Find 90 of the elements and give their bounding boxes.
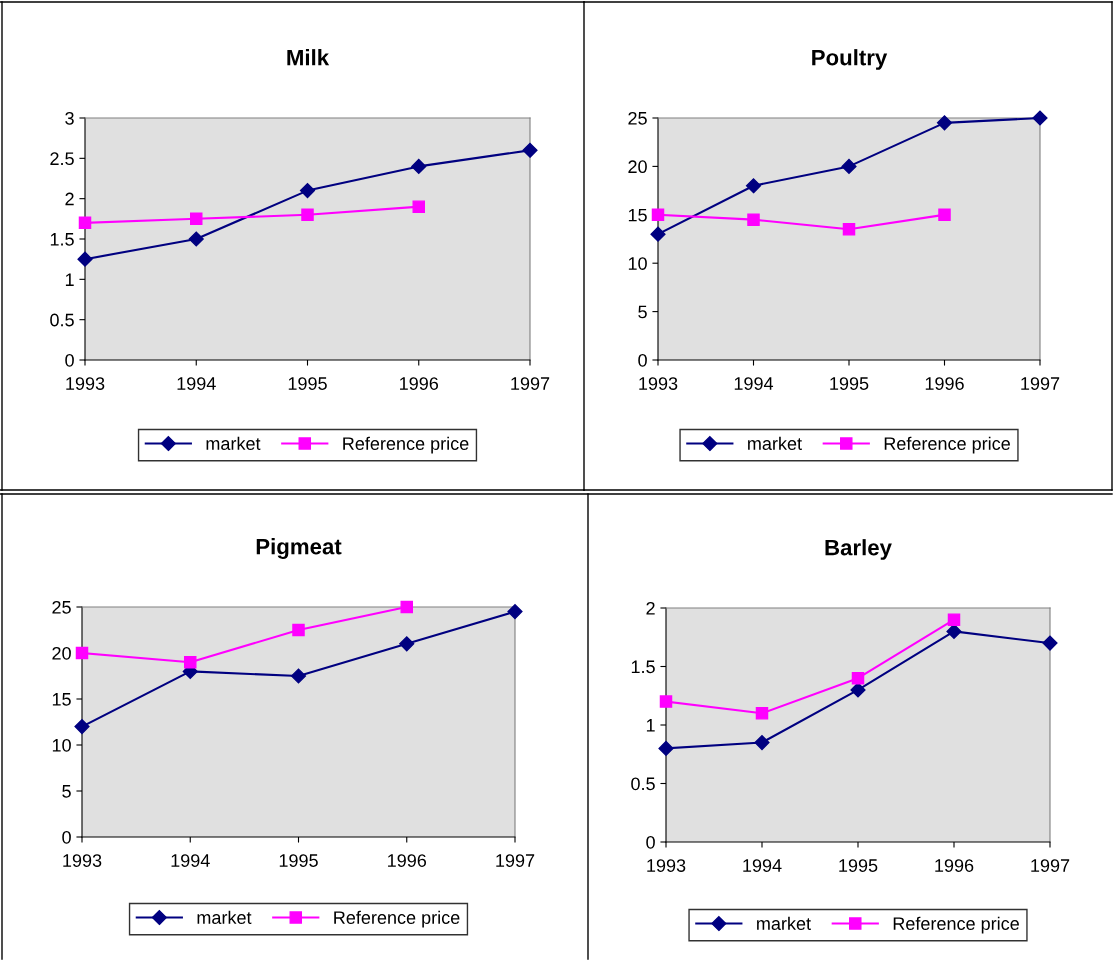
y-tick-label: 0 xyxy=(62,830,71,844)
point xyxy=(522,142,538,158)
x-tick-label: 1995 xyxy=(288,377,327,390)
y-tick-label: 1 xyxy=(646,719,655,732)
legend-label: market xyxy=(748,436,802,451)
y-tick-label: 0 xyxy=(638,353,647,367)
y-tick-label: 2.5 xyxy=(50,152,74,166)
y-tick-label: 1 xyxy=(65,273,74,286)
x-tick-label: 1994 xyxy=(743,859,782,872)
point xyxy=(936,115,953,131)
point xyxy=(842,223,856,236)
x-tick-label: 1993 xyxy=(63,854,102,867)
legend-label: Reference price xyxy=(343,436,469,454)
x-tick-label: 1996 xyxy=(925,377,964,390)
point xyxy=(841,158,857,174)
point xyxy=(189,212,203,226)
point xyxy=(659,695,673,708)
point xyxy=(651,208,665,222)
y-tick-label: 0 xyxy=(646,835,655,849)
x-tick-label: 1995 xyxy=(839,859,878,872)
x-tick-label: 1997 xyxy=(511,377,550,390)
x-tick-label: 1996 xyxy=(388,854,427,867)
point xyxy=(747,213,760,226)
y-tick-label: 15 xyxy=(52,693,71,706)
x-tick-label: 1994 xyxy=(734,377,774,390)
chart-title: Poultry xyxy=(812,49,888,70)
chart-title: Pigmeat xyxy=(256,538,342,559)
legend-label: market xyxy=(206,436,261,451)
y-tick-label: 10 xyxy=(628,257,647,270)
legend-label: Reference price xyxy=(893,916,1019,934)
point xyxy=(292,623,305,637)
point xyxy=(400,600,414,614)
y-tick-label: 0.5 xyxy=(50,313,74,327)
point xyxy=(75,646,89,660)
point xyxy=(947,613,961,626)
point xyxy=(299,183,316,199)
y-tick-label: 20 xyxy=(628,160,647,174)
point xyxy=(851,671,865,685)
y-tick-label: 0.5 xyxy=(631,777,655,791)
y-tick-label: 15 xyxy=(628,208,647,222)
y-tick-label: 10 xyxy=(52,738,71,752)
x-tick-label: 1997 xyxy=(1021,377,1060,390)
point xyxy=(412,200,426,213)
chart-title: Milk xyxy=(287,49,330,66)
x-tick-label: 1993 xyxy=(66,377,105,390)
point xyxy=(1042,635,1058,651)
point xyxy=(658,740,674,756)
x-tick-label: 1995 xyxy=(279,854,318,867)
x-tick-label: 1993 xyxy=(647,859,686,872)
point xyxy=(754,734,770,751)
y-tick-label: 1.5 xyxy=(50,233,74,246)
point xyxy=(399,636,415,652)
point xyxy=(650,226,666,242)
y-tick-label: 5 xyxy=(638,305,647,319)
y-tick-label: 25 xyxy=(52,600,71,614)
x-tick-label: 1994 xyxy=(177,377,216,390)
point xyxy=(301,208,314,222)
point xyxy=(290,668,307,684)
point xyxy=(74,719,90,735)
y-tick-label: 2 xyxy=(646,601,655,615)
x-tick-label: 1996 xyxy=(400,377,439,390)
x-tick-label: 1997 xyxy=(496,854,535,867)
x-tick-label: 1995 xyxy=(830,377,869,390)
y-tick-label: 0 xyxy=(65,353,74,367)
x-tick-label: 1997 xyxy=(1031,859,1070,872)
x-tick-label: 1993 xyxy=(639,377,678,390)
point xyxy=(188,231,204,247)
y-tick-label: 5 xyxy=(62,785,71,798)
point xyxy=(411,158,427,174)
point xyxy=(745,178,762,194)
legend-label: Reference price xyxy=(884,436,1010,454)
legend-label: Reference price xyxy=(334,910,460,928)
legend-label: market xyxy=(757,916,811,931)
x-tick-label: 1996 xyxy=(935,859,974,872)
y-tick-label: 1.5 xyxy=(631,660,655,674)
point xyxy=(1032,110,1048,126)
y-tick-label: 3 xyxy=(65,111,74,125)
point xyxy=(78,216,92,230)
legend-label: market xyxy=(197,910,252,925)
y-tick-label: 25 xyxy=(628,111,647,125)
point xyxy=(77,251,93,267)
point xyxy=(938,208,951,222)
point xyxy=(850,682,866,698)
point xyxy=(507,604,523,620)
point xyxy=(183,655,197,669)
y-tick-label: 2 xyxy=(65,192,74,206)
y-tick-label: 20 xyxy=(52,646,71,660)
x-tick-label: 1994 xyxy=(171,854,210,867)
point xyxy=(755,707,769,720)
chart-title: Barley xyxy=(825,539,892,560)
